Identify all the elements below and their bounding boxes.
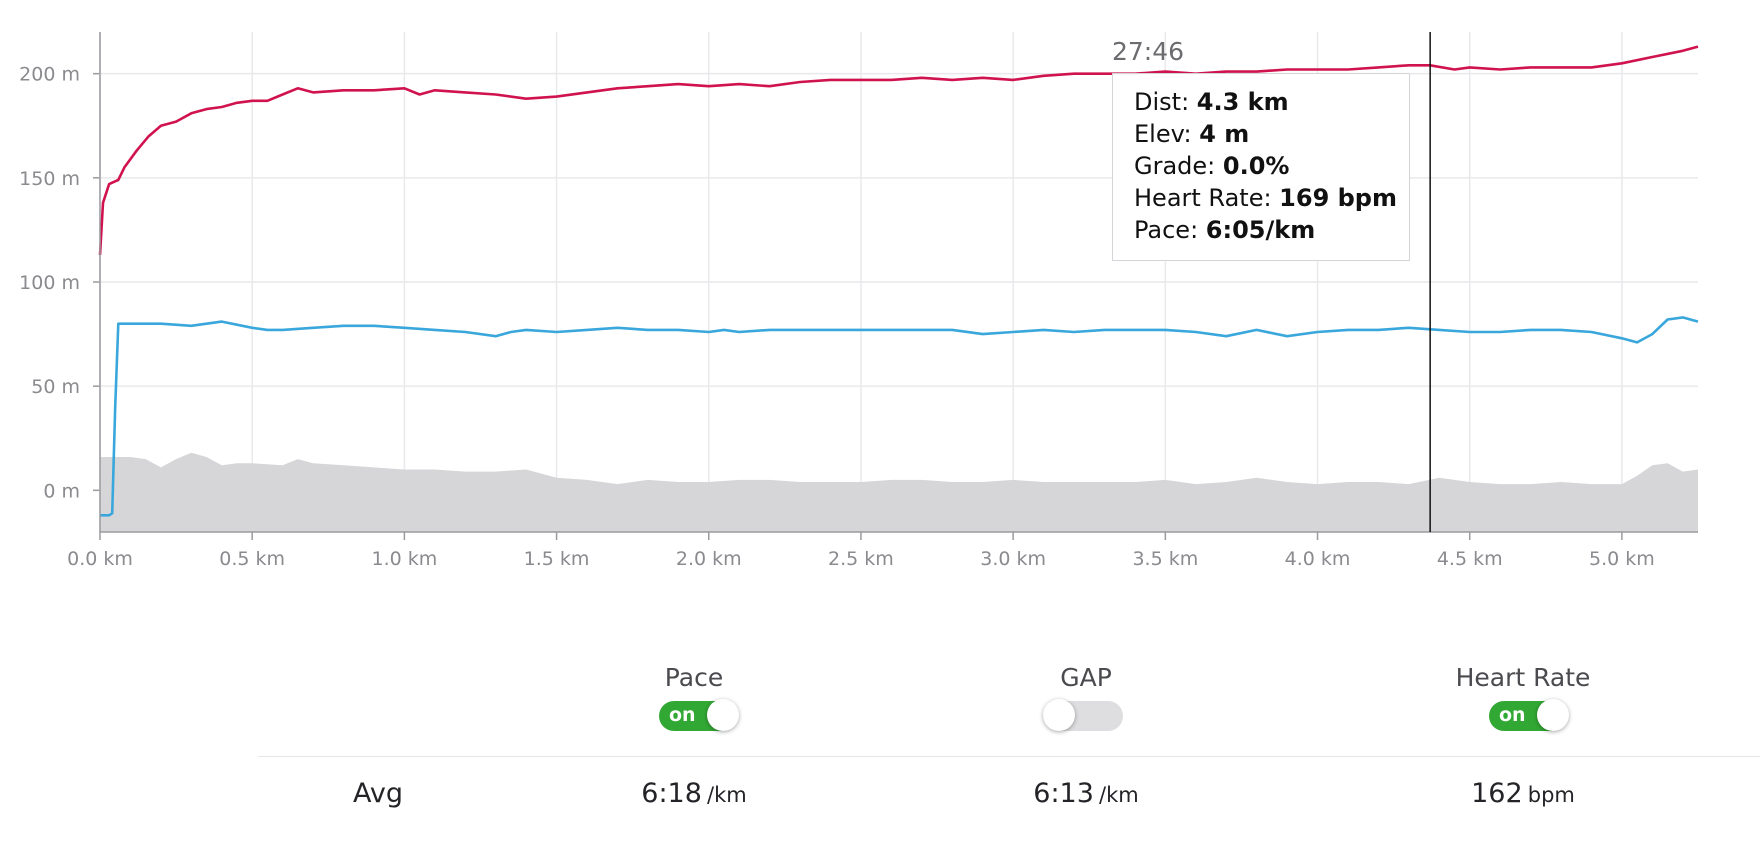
avg-gap-value: 6:13: [1033, 778, 1094, 809]
tooltip-elevation: Elev: 4 m: [1134, 120, 1250, 148]
activity-chart[interactable]: 0 m 50 m 100 m 150 m 200 m 0.0 km 0.5 km 1.0 k…: [0, 0, 1760, 580]
heart-rate-toggle-state: on: [1499, 704, 1526, 726]
heart-rate-toggle-label: Heart Rate: [1455, 663, 1591, 692]
gap-toggle[interactable]: [1043, 699, 1123, 731]
y-tick-label: 50 m: [31, 376, 80, 398]
y-tick-label: 100 m: [19, 272, 80, 294]
pace-toggle-knob: [707, 699, 739, 731]
avg-pace: 6:18 /km: [641, 778, 746, 809]
heart-rate-toggle-knob: [1537, 699, 1569, 731]
x-tick-label: 3.5 km: [1132, 548, 1198, 570]
heart-rate-line: [98, 45, 1699, 255]
elevation-area: [100, 452, 1698, 532]
avg-row-label: Avg: [353, 778, 404, 809]
avg-gap-unit: /km: [1099, 783, 1139, 807]
pace-toggle-label: Pace: [664, 663, 724, 692]
pace-toggle-state: on: [669, 704, 696, 726]
tooltip-heart-rate: Heart Rate: 169 bpm: [1134, 184, 1397, 212]
y-tick-label: 200 m: [19, 64, 80, 86]
x-tick-labels: 0.0 km 0.5 km 1.0 km 1.5 km 2.0 km 2.5 km 3.0 …: [67, 548, 1655, 570]
x-tick-label: 2.0 km: [676, 548, 742, 570]
x-tick-label: 4.5 km: [1437, 548, 1503, 570]
avg-heart-rate-unit: bpm: [1527, 783, 1575, 807]
x-tick-label: 0.0 km: [67, 548, 133, 570]
avg-pace-value: 6:18: [641, 778, 702, 809]
x-tick-label: 3.0 km: [980, 548, 1046, 570]
heart-rate-toggle[interactable]: on: [1489, 699, 1569, 731]
x-tick-label: 5.0 km: [1589, 548, 1655, 570]
tooltip-grade: Grade: 0.0%: [1134, 152, 1290, 180]
gap-toggle-label: GAP: [1060, 663, 1112, 692]
x-tick-label: 0.5 km: [219, 548, 285, 570]
pace-line: [100, 316, 1699, 517]
x-tick-label: 1.0 km: [371, 548, 437, 570]
tooltip-distance: Dist: 4.3 km: [1134, 88, 1289, 116]
y-tick-labels: 0 m 50 m 100 m 150 m 200 m: [19, 64, 80, 503]
x-tick-label: 2.5 km: [828, 548, 894, 570]
gap-toggle-knob: [1043, 699, 1075, 731]
avg-heart-rate: 162 bpm: [1471, 778, 1575, 809]
y-gridlines: [93, 72, 1698, 492]
pace-toggle[interactable]: on: [659, 699, 739, 731]
avg-gap: 6:13 /km: [1033, 778, 1138, 809]
avg-heart-rate-value: 162: [1471, 778, 1523, 809]
tooltip-pace: Pace: 6:05/km: [1134, 216, 1316, 244]
y-tick-label: 150 m: [19, 168, 80, 190]
x-tick-label: 4.0 km: [1285, 548, 1351, 570]
avg-pace-unit: /km: [707, 783, 747, 807]
summary-divider: [258, 756, 1760, 757]
hover-tooltip: Dist: 4.3 km Elev: 4 m Grade: 0.0% Heart…: [1112, 73, 1410, 261]
x-tick-label: 1.5 km: [524, 548, 590, 570]
hover-time-label: 27:46: [1112, 37, 1184, 66]
y-tick-label: 0 m: [43, 480, 80, 502]
